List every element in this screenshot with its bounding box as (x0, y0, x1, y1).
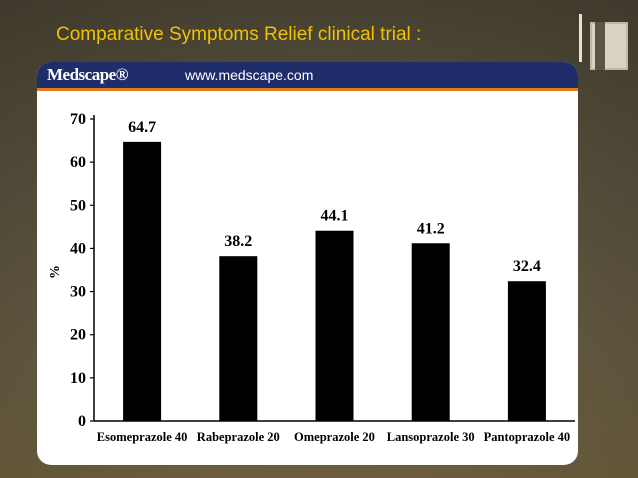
data-label: 44.1 (321, 208, 349, 225)
bar (411, 243, 450, 421)
chart-card: Medscape® www.medscape.com 0 10 20 30 40 50 60… (37, 62, 578, 465)
y-tick-label: 30 (70, 284, 86, 301)
y-tick-label: 50 (70, 197, 86, 214)
decorative-block (590, 22, 628, 70)
x-tick-label: Lansoprazole 30 (387, 430, 475, 444)
y-axis: 0 10 20 30 40 50 60 70 (70, 111, 95, 430)
source-url[interactable]: www.medscape.com (185, 67, 314, 83)
medscape-logo: Medscape® (47, 65, 128, 84)
y-tick-label: 60 (70, 154, 86, 171)
bar (315, 230, 354, 421)
data-label: 38.2 (224, 233, 252, 250)
y-tick-label: 0 (78, 413, 86, 430)
x-axis: Esomeprazole 40 Rabeprazole 20 Omeprazole … (94, 420, 575, 444)
x-tick-label: Omeprazole 20 (294, 430, 375, 444)
y-tick-label: 40 (70, 240, 86, 257)
x-tick-label: Pantoprazole 40 (484, 430, 570, 444)
bar (507, 281, 546, 421)
x-tick-label: Esomeprazole 40 (97, 430, 188, 444)
bar (219, 256, 258, 421)
data-label: 64.7 (128, 119, 156, 136)
source-banner: Medscape® www.medscape.com (37, 62, 578, 91)
bar-chart: 0 10 20 30 40 50 60 70 64.7 38.2 44.1 41.2 32.4 Eso… (48, 111, 575, 444)
data-label: 41.2 (417, 220, 445, 237)
slide-title: Comparative Symptoms Relief clinical tri… (56, 24, 422, 45)
y-axis-label: % (48, 265, 63, 279)
x-tick-label: Rabeprazole 20 (197, 430, 280, 444)
y-tick-label: 20 (70, 327, 86, 344)
data-label: 32.4 (513, 258, 541, 275)
y-tick-label: 70 (70, 111, 86, 128)
decorative-bar (579, 14, 582, 62)
y-tick-label: 10 (70, 370, 86, 387)
bars: 64.7 38.2 44.1 41.2 32.4 (123, 119, 546, 421)
bar (123, 141, 162, 421)
